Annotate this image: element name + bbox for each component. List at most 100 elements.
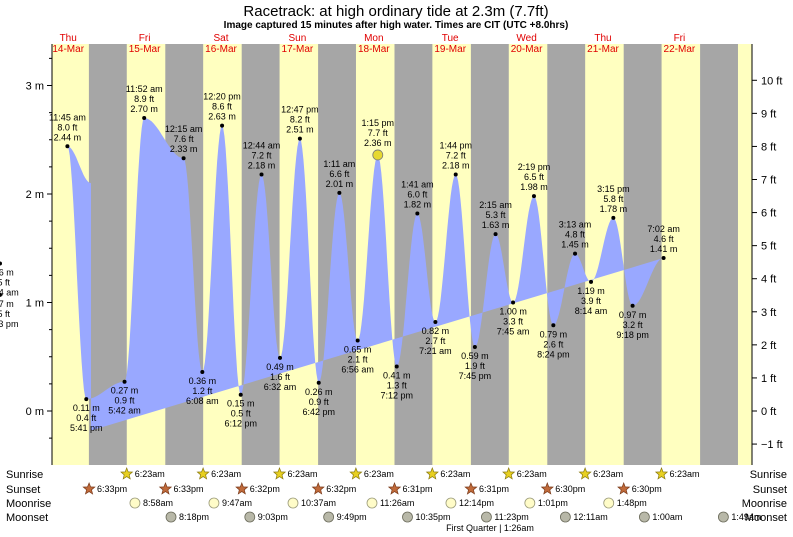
tide-point	[122, 379, 127, 384]
moonset-time: 8:18pm	[179, 512, 209, 522]
moonset-icon	[559, 511, 571, 523]
tide-label: 0.9 ft	[115, 396, 136, 406]
day-date-label: 17-Mar	[282, 44, 314, 55]
sunset-icon	[464, 482, 478, 495]
sunrise-time: 6:23am	[288, 469, 318, 479]
right-tick-label: −1 ft	[761, 439, 783, 451]
tide-label: 6:42 pm	[302, 407, 335, 417]
sunset-icon	[617, 482, 631, 495]
tide-label: 1:41 am	[401, 180, 434, 190]
tide-point	[0, 261, 2, 266]
tide-label: 1.36 m	[0, 267, 14, 277]
moonrise-icon	[129, 497, 141, 509]
day-date-label: 21-Mar	[587, 44, 619, 55]
moonrise-icon	[603, 497, 615, 509]
day-night-bands	[52, 44, 752, 465]
day-date-label: 20-Mar	[511, 44, 543, 55]
right-tick-label: 6 ft	[761, 208, 776, 220]
tide-label: 3:13 am	[559, 220, 592, 230]
tide-label: 5:42 am	[108, 406, 141, 416]
day-date-label: 22-Mar	[664, 44, 696, 55]
tide-point	[84, 397, 89, 402]
moon-phase-note: First Quarter | 1:26am	[446, 523, 534, 533]
sunrise-icon	[654, 467, 669, 480]
tide-label: 2:15 am	[479, 200, 512, 210]
row-label-right: Sunrise	[750, 469, 787, 481]
day-name-label: Fri	[139, 33, 151, 44]
tide-label: 8:24 pm	[537, 349, 570, 359]
tide-label: 4.8 ft	[565, 230, 586, 240]
tide-label: 8.2 ft	[290, 115, 311, 125]
day-name-label: Fri	[674, 33, 686, 44]
row-label-left: Sunset	[6, 484, 40, 496]
tide-label: 7:45 am	[497, 327, 530, 337]
night-band	[623, 44, 662, 465]
right-tick-label: 1 ft	[761, 373, 776, 385]
tide-label: 0.5 ft	[231, 409, 252, 419]
tide-label: 6.5 ft	[524, 172, 545, 182]
tide-label: 3.2 ft	[623, 320, 644, 330]
moonset-time: 1:49am	[731, 512, 761, 522]
moonrise-icon	[366, 497, 378, 509]
right-tick-label: 4 ft	[761, 274, 776, 286]
tide-label: 1.41 m	[650, 244, 678, 254]
moonset-icon	[244, 511, 256, 523]
tide-label: 9:18 pm	[616, 330, 649, 340]
tide-label: 7.6 ft	[174, 134, 195, 144]
tide-label: 0.15 m	[227, 399, 255, 409]
tide-label: 5:41 pm	[70, 423, 103, 433]
tide-label: 2.33 m	[170, 144, 198, 154]
tide-point	[277, 355, 282, 360]
left-tick-label: 0 m	[26, 406, 44, 418]
moonrise-time: 1:01pm	[538, 498, 568, 508]
tide-label: 1.07 m	[0, 299, 14, 309]
tide-label: 2.44 m	[54, 132, 82, 142]
moonset-time: 9:03pm	[258, 512, 288, 522]
tide-point	[0, 292, 2, 297]
tide-label: 1.78 m	[600, 204, 628, 214]
sunrise-icon	[502, 467, 516, 480]
tide-label: 2:19 pm	[518, 162, 551, 172]
tide-label: 8.6 ft	[212, 102, 233, 112]
tide-label: 7.2 ft	[446, 150, 467, 160]
tide-label: 7:45 pm	[459, 371, 492, 381]
moonrise-time: 9:47am	[222, 498, 252, 508]
tide-label: 1.19 m	[577, 286, 605, 296]
tide-label: 10:44 am	[0, 287, 19, 297]
tide-label: 0.82 m	[422, 326, 450, 336]
sunrise-time: 6:23am	[517, 469, 547, 479]
tide-label: 4.6 ft	[654, 234, 675, 244]
tide-label: 7:21 am	[419, 346, 452, 356]
tide-label: 2.51 m	[286, 125, 314, 135]
row-label-right: Moonset	[745, 512, 787, 524]
tide-label: 1:15 pm	[362, 118, 395, 128]
tide-label: 2.1 ft	[348, 354, 369, 364]
tide-point	[259, 172, 264, 177]
moonset-icon	[717, 511, 729, 523]
day-labels: Thu14-MarFri15-MarSat16-MarSun17-MarMon1…	[52, 33, 696, 55]
tide-label: 0.11 m	[73, 403, 100, 413]
tide-point	[297, 136, 302, 141]
tide-label: 4.5 ft	[0, 277, 11, 287]
tide-label: 3.9 ft	[581, 296, 602, 306]
row-label-left: Moonrise	[6, 498, 51, 510]
tide-label: 3.3 ft	[503, 317, 524, 327]
row-label-right: Moonrise	[742, 498, 787, 510]
sunset-icon	[158, 482, 173, 495]
tide-label: 2.18 m	[442, 160, 470, 170]
sunrise-icon	[349, 467, 363, 480]
tide-label: 7.7 ft	[368, 128, 389, 138]
moonset-icon	[323, 511, 335, 523]
tide-point	[630, 303, 635, 308]
tide-label: 8.9 ft	[134, 94, 155, 104]
tide-label: 12:15 am	[165, 124, 203, 134]
tide-label: 0.79 m	[540, 329, 568, 339]
tide-point	[453, 172, 458, 177]
tide-label: 1.00 m	[499, 307, 527, 317]
tide-label: 0.4 ft	[76, 413, 97, 423]
tide-point	[65, 144, 70, 149]
tide-label: 1.2 ft	[192, 386, 213, 396]
tide-label: 7:12 pm	[380, 391, 413, 401]
